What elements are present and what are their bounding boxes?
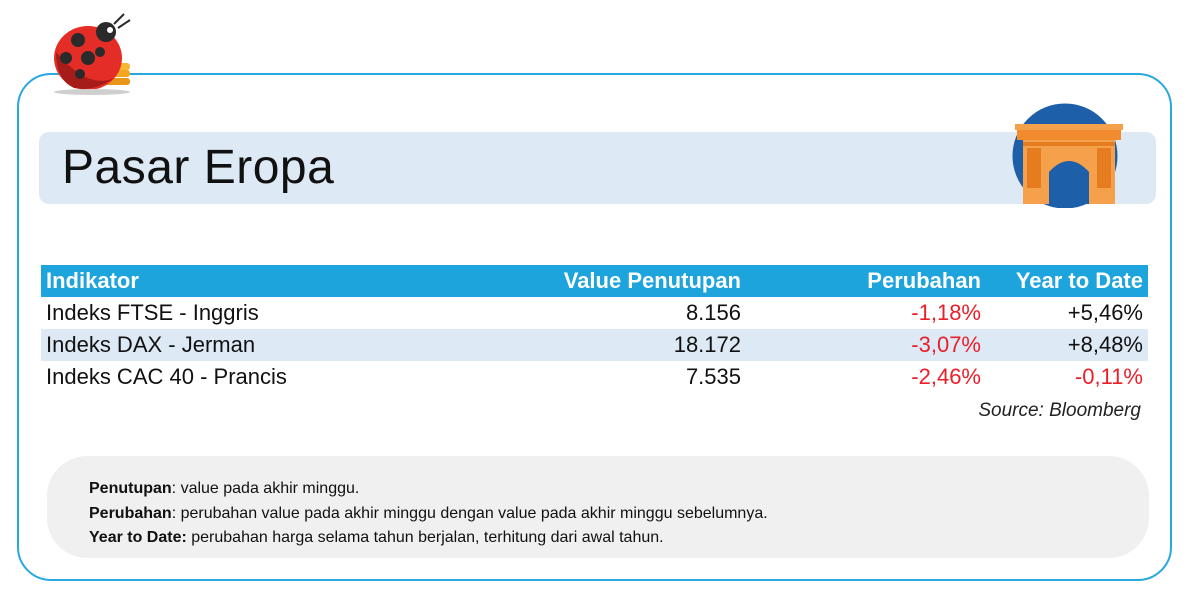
cell-ytd: +5,46% — [1067, 300, 1143, 325]
note-term: Year to Date: — [89, 529, 187, 546]
note-penutupan: Penutupan: value pada akhir minggu. — [89, 480, 359, 498]
note-text: : perubahan value pada akhir minggu deng… — [171, 505, 768, 522]
cell-perubahan: -2,46% — [911, 364, 981, 389]
cell-ytd: -0,11% — [1074, 364, 1143, 389]
note-term: Perubahan — [89, 505, 172, 522]
header-indikator: Indikator — [41, 265, 481, 297]
notes-box — [47, 456, 1149, 558]
source-note: Source: Bloomberg — [978, 400, 1141, 421]
indicator-table: Indikator Value Penutupan Perubahan Year… — [41, 265, 1148, 393]
cell-indikator: Indeks CAC 40 - Prancis — [46, 364, 287, 389]
ladybug-mascot-icon — [54, 13, 131, 95]
cell-value: 7.535 — [685, 364, 741, 389]
note-year-to-date: Year to Date: perubahan harga selama tah… — [89, 529, 664, 547]
cell-value: 8.156 — [685, 300, 741, 325]
table-row: Indeks FTSE - Inggris 8.156 -1,18% +5,46… — [41, 297, 1148, 329]
cell-indikator: Indeks FTSE - Inggris — [46, 300, 259, 325]
table-row: Indeks DAX - Jerman 18.172 -3,07% +8,48% — [41, 329, 1148, 361]
note-text: : value pada akhir minggu. — [171, 480, 360, 497]
cell-indikator: Indeks DAX - Jerman — [41, 329, 481, 361]
note-term: Penutupan — [89, 480, 172, 497]
note-text: perubahan harga selama tahun berjalan, t… — [186, 529, 664, 546]
page-title: Pasar Eropa — [62, 141, 335, 194]
cell-ytd: +8,48% — [986, 329, 1148, 361]
cell-value: 18.172 — [481, 329, 746, 361]
arc-de-triomphe-icon — [1012, 103, 1123, 208]
note-perubahan: Perubahan: perubahan value pada akhir mi… — [89, 505, 768, 523]
table-row: Indeks CAC 40 - Prancis 7.535 -2,46% -0,… — [41, 361, 1148, 393]
header-perubahan: Perubahan — [746, 265, 986, 297]
cell-perubahan: -1,18% — [911, 300, 981, 325]
title-band — [39, 132, 1156, 204]
table-header-row: Indikator Value Penutupan Perubahan Year… — [41, 265, 1148, 297]
header-value-penutupan: Value Penutupan — [481, 265, 746, 297]
header-year-to-date: Year to Date — [986, 265, 1148, 297]
cell-perubahan: -3,07% — [746, 329, 986, 361]
